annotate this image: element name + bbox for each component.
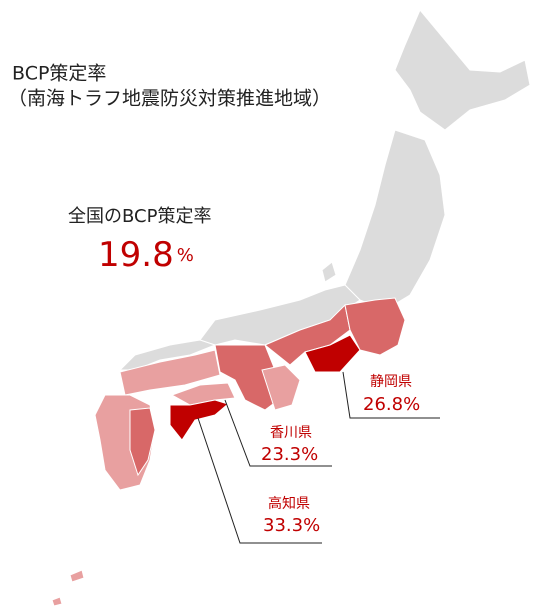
unit: % (301, 444, 318, 465)
japan-map (51, 9, 531, 607)
leader-line (197, 417, 322, 544)
kinki (214, 344, 286, 411)
hokkaido (394, 9, 531, 131)
prefecture-value: 33.3% (263, 515, 320, 536)
prefecture-value: 26.8% (363, 394, 420, 415)
unit: % (303, 515, 320, 536)
prefecture-value: 23.3% (261, 444, 318, 465)
mie-nara (261, 364, 301, 411)
chugoku-south (119, 349, 221, 396)
title-line: （南海トラフ地震防災対策推進地域） (8, 88, 331, 110)
title-line: BCP策定率 (12, 63, 106, 85)
prefecture-name: 高知県 (268, 495, 310, 512)
islands (51, 596, 63, 607)
national-unit: % (177, 245, 194, 266)
national-value: 19.8% (98, 235, 194, 275)
tohoku (344, 129, 446, 311)
sado (321, 261, 337, 283)
national-label: 全国のBCP策定率 (68, 206, 211, 227)
islands (69, 569, 85, 583)
prefecture-name: 静岡県 (370, 374, 412, 390)
unit: % (403, 394, 420, 415)
value: 23.3 (261, 444, 301, 465)
kanto (344, 297, 406, 356)
kochi (169, 399, 230, 441)
leader-line (224, 399, 332, 467)
prefecture-name: 香川県 (270, 425, 312, 441)
kyushu-east (129, 407, 156, 477)
value: 33.3 (263, 515, 303, 536)
value: 26.8 (363, 394, 403, 415)
national-number: 19.8 (98, 235, 174, 275)
leader-line (342, 371, 440, 419)
